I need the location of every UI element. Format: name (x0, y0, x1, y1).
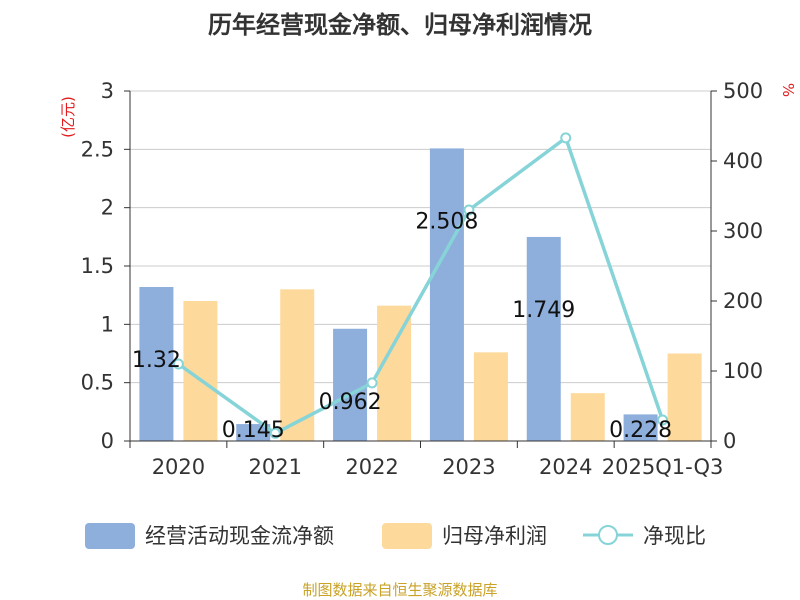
ratio-line (172, 132, 669, 439)
legend-swatch (382, 523, 432, 549)
right-axis-tick-label: 400 (723, 149, 763, 173)
legend-label: 归母净利润 (442, 524, 547, 548)
legend-label: 净现比 (643, 524, 706, 548)
bar-data-label: 0.145 (222, 418, 285, 443)
x-axis-tick-label: 2024 (539, 455, 592, 479)
legend-item: 净现比 (583, 524, 706, 548)
bar-data-label: 0.228 (609, 418, 672, 443)
x-axis-tick-label: 2023 (442, 455, 495, 479)
bar (623, 414, 658, 441)
legend-item: 经营活动现金流净额 (85, 523, 334, 549)
left-axis-unit: (亿元) (59, 96, 77, 138)
chart-title: 历年经营现金净额、归母净利润情况 (208, 11, 592, 39)
left-axis-tick-label: 1 (101, 312, 114, 336)
legend-item: 归母净利润 (382, 523, 547, 549)
source-note: 制图数据来自恒生聚源数据库 (302, 581, 497, 599)
right-axis-tick-label: 100 (723, 359, 763, 383)
bar (667, 353, 702, 441)
left-axis-tick-label: 2 (101, 196, 114, 220)
legend-swatch (85, 523, 135, 549)
data-labels: 1.32 0.145 0.962 2.508 1.749 0.228 (132, 209, 672, 443)
bar (280, 289, 315, 441)
line-point (560, 132, 572, 144)
bar-data-label: 2.508 (415, 209, 478, 234)
bar (473, 352, 508, 441)
x-axis-tick-label: 2022 (345, 455, 398, 479)
legend: 经营活动现金流净额 归母净利润 净现比 (85, 523, 706, 549)
left-axis-tick-label: 3 (101, 79, 114, 103)
line-path (177, 135, 665, 436)
right-axis-tick-label: 300 (723, 219, 763, 243)
bar (526, 236, 561, 441)
bar-data-label: 1.749 (512, 298, 575, 323)
x-axis-tick-label: 2020 (152, 455, 205, 479)
bar (333, 328, 368, 441)
bar (429, 148, 464, 441)
line-point (657, 414, 669, 426)
right-axis-tick-label: 200 (723, 289, 763, 313)
x-axis-tick-label: 2025Q1-Q3 (602, 455, 724, 479)
bar (236, 424, 271, 441)
bar-data-label: 0.962 (319, 390, 382, 415)
right-axis-unit: % (779, 83, 797, 97)
line-point (366, 377, 378, 389)
grid-lines (130, 90, 711, 384)
bar (377, 305, 412, 441)
right-axis-tick-label: 500 (723, 79, 763, 103)
axes: 0 0.5 1 1.5 2 2.5 3 0 100 200 300 400 500 2020 2021 202… (81, 79, 764, 479)
left-axis-tick-label: 1.5 (81, 254, 114, 278)
bar (570, 393, 605, 441)
bar-data-label: 1.32 (132, 348, 181, 373)
right-axis-tick-label: 0 (723, 429, 736, 453)
x-axis-tick-label: 2021 (249, 455, 302, 479)
legend-label: 经营活动现金流净额 (145, 524, 334, 548)
left-axis-tick-label: 2.5 (81, 137, 114, 161)
bars (139, 148, 702, 441)
line-point (269, 427, 281, 439)
bar (139, 287, 174, 441)
legend-swatch-marker (598, 525, 618, 545)
left-axis-tick-label: 0.5 (81, 371, 114, 395)
line-point (172, 358, 184, 370)
line-point (463, 204, 475, 216)
left-axis-tick-label: 0 (101, 429, 114, 453)
